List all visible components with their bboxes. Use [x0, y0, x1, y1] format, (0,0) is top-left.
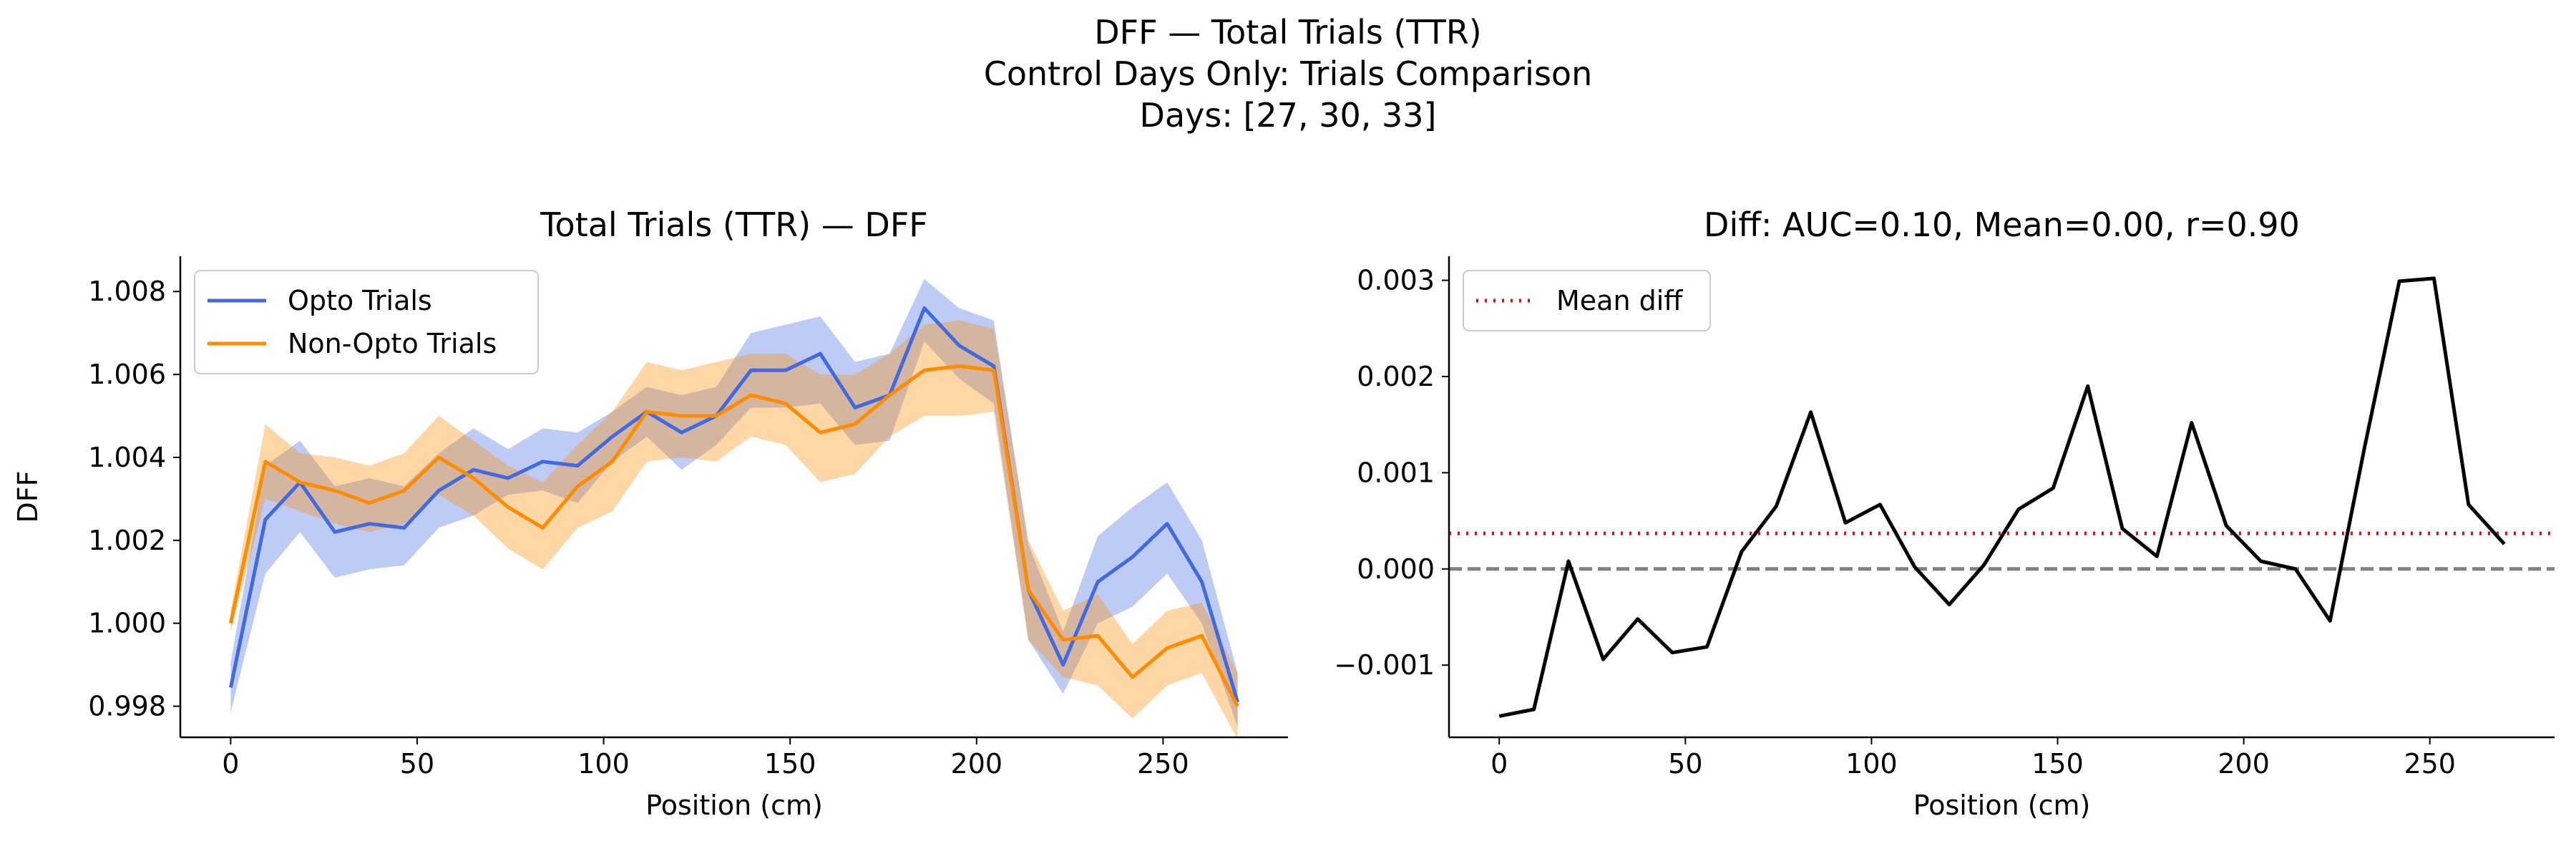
x-tick-label: 50 — [1668, 748, 1702, 780]
x-tick-label: 100 — [1845, 748, 1898, 780]
series-line-1 — [228, 364, 1239, 707]
series-line-0 — [228, 306, 1239, 703]
figure-suptitle-line-2: Control Days Only: Trials Comparison — [983, 54, 1593, 93]
y-tick-label: 0.001 — [1357, 457, 1435, 488]
legend-label: Non-Opto Trials — [288, 328, 497, 359]
legend-label: Opto Trials — [288, 285, 432, 316]
y-tick-label: 0.003 — [1357, 265, 1435, 296]
panel-title: Total Trials (TTR) — DFF — [540, 205, 927, 244]
series-line-0 — [1498, 276, 2506, 718]
x-tick-label: 50 — [400, 748, 434, 780]
left-panel-dff-comparison: 0 50 100 150 200 250 0.998 1.000 1.002 1.004 1.006… — [12, 205, 1288, 821]
right-panel-difference: 0 50 100 150 200 250 −0.001 0.000 0.001 0.002 0.00… — [1334, 205, 2555, 821]
y-tick-label: 1.002 — [88, 525, 166, 556]
figure-suptitle-line-3: Days: [27, 30, 33] — [1139, 96, 1437, 135]
legend-box — [194, 270, 539, 374]
y-tick-label: −0.001 — [1334, 649, 1435, 681]
x-axis-label: Position (cm) — [1913, 790, 2091, 821]
x-tick-label: 0 — [1491, 748, 1508, 780]
y-axis-label: DFF — [12, 471, 44, 523]
legend-label: Mean diff — [1556, 285, 1683, 316]
x-tick-label: 0 — [222, 748, 239, 780]
y-tick-label: 0.002 — [1357, 361, 1435, 392]
y-tick-label: 1.004 — [88, 442, 166, 473]
x-tick-label: 200 — [2218, 748, 2270, 780]
x-tick-label: 150 — [2031, 748, 2084, 780]
y-tick-label: 1.000 — [88, 608, 166, 639]
x-tick-label: 100 — [577, 748, 630, 780]
x-tick-label: 250 — [1137, 748, 1189, 780]
panel-title: Diff: AUC=0.10, Mean=0.00, r=0.90 — [1704, 205, 2300, 244]
x-tick-label: 250 — [2404, 748, 2456, 780]
figure-suptitle-line-1: DFF — Total Trials (TTR) — [1094, 13, 1482, 52]
y-tick-label: 1.008 — [88, 276, 166, 307]
x-axis-label: Position (cm) — [645, 790, 823, 821]
y-tick-label: 1.006 — [88, 359, 166, 390]
y-tick-label: 0.998 — [88, 691, 166, 722]
x-tick-label: 200 — [951, 748, 1003, 780]
y-tick-label: 0.000 — [1357, 553, 1435, 585]
x-tick-label: 150 — [764, 748, 816, 780]
series-band-0 — [230, 278, 1238, 727]
legend-box — [1463, 270, 1711, 331]
